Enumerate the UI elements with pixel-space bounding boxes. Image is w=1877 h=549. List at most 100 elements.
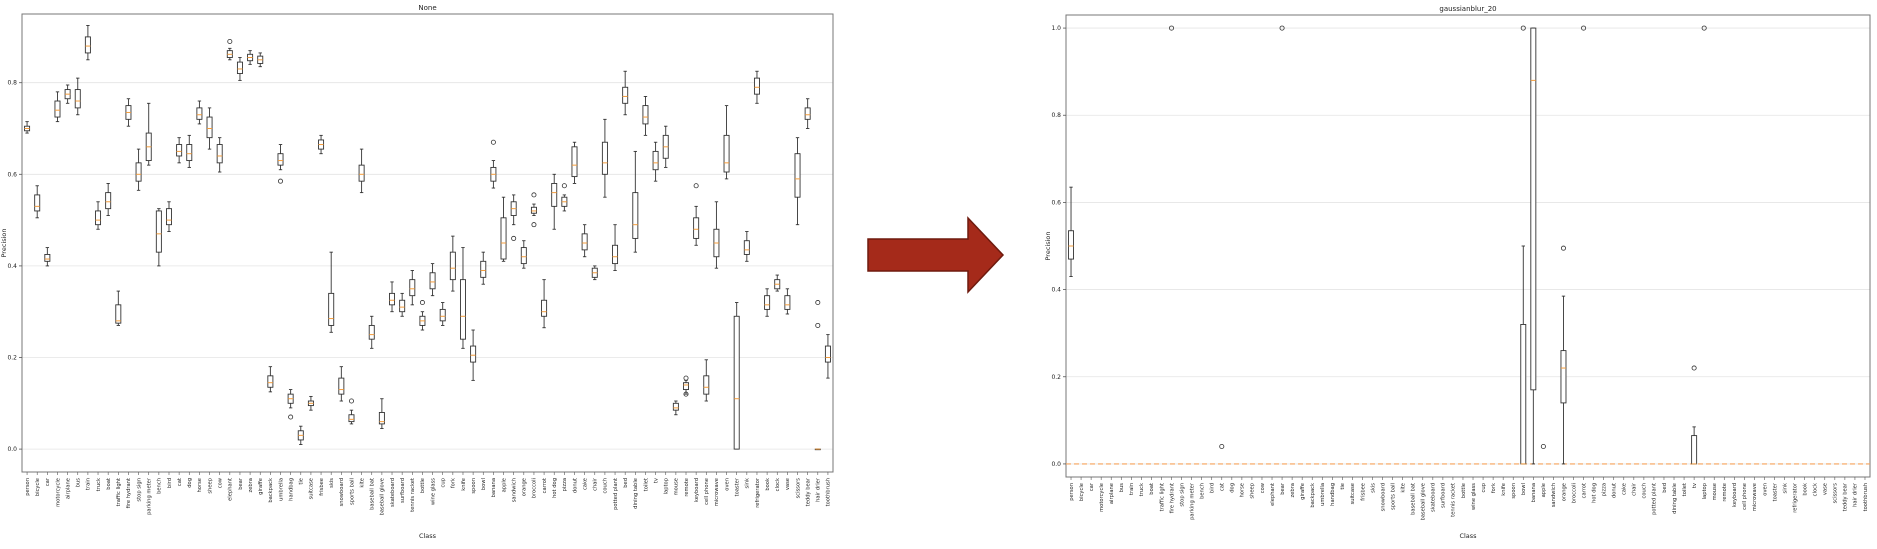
x-tick-label: microwave bbox=[1752, 483, 1758, 511]
x-tick-label: orange bbox=[1561, 483, 1567, 501]
x-tick-label: cup bbox=[441, 477, 447, 487]
x-tick-label: refrigerator bbox=[755, 477, 761, 508]
box bbox=[389, 292, 396, 306]
y-tick-label: 0.0 bbox=[7, 446, 17, 453]
x-tick-label: skateboard bbox=[1431, 483, 1437, 512]
x-tick-label: truck bbox=[96, 478, 102, 491]
x-tick-label: truck bbox=[1139, 483, 1145, 496]
box bbox=[439, 308, 446, 322]
x-tick-label: sheep bbox=[1250, 482, 1256, 498]
outlier-point bbox=[511, 235, 517, 241]
box bbox=[328, 292, 335, 326]
box bbox=[115, 304, 122, 324]
x-tick-label: sports ball bbox=[1390, 483, 1396, 510]
x-tick-label: cell phone bbox=[704, 478, 710, 505]
x-tick-label: laptop bbox=[664, 477, 670, 494]
x-tick-label: toaster bbox=[1772, 482, 1778, 501]
x-tick-label: sink bbox=[745, 478, 751, 488]
y-tick-label: 0.8 bbox=[1051, 112, 1061, 119]
y-axis-label: Precision bbox=[0, 228, 8, 257]
x-tick-label: carrot bbox=[542, 478, 548, 493]
x-tick-label: horse bbox=[197, 478, 203, 493]
x-tick-label: baseball glove bbox=[1421, 483, 1427, 521]
x-tick-label: cake bbox=[1622, 483, 1628, 495]
x-tick-label: suitcase bbox=[1350, 483, 1356, 504]
x-tick-label: cup bbox=[1481, 482, 1487, 492]
outlier-point bbox=[1701, 25, 1707, 31]
x-tick-label: tv bbox=[653, 478, 659, 483]
x-tick-label: suitcase bbox=[309, 478, 315, 499]
outlier-point bbox=[531, 222, 537, 228]
x-tick-label: clock bbox=[775, 478, 781, 491]
x-tick-label: cake bbox=[582, 478, 588, 490]
box bbox=[409, 279, 416, 297]
x-tick-label: fork bbox=[1491, 483, 1497, 493]
y-tick-label: 0.4 bbox=[1051, 287, 1061, 294]
outlier-point bbox=[278, 178, 284, 184]
outlier-point bbox=[531, 192, 537, 198]
x-tick-label: knife bbox=[461, 478, 467, 491]
x-tick-label: laptop bbox=[1702, 482, 1708, 499]
x-tick-label: toothbrush bbox=[826, 478, 832, 506]
x-tick-label: elephant bbox=[228, 478, 234, 501]
x-tick-label: snowboard bbox=[339, 478, 345, 506]
box bbox=[378, 412, 385, 425]
x-tick-label: toaster bbox=[734, 477, 740, 496]
x-tick-label: cat bbox=[1220, 483, 1226, 491]
x-tick-label: donut bbox=[1612, 483, 1618, 498]
x-tick-label: bear bbox=[1280, 482, 1286, 495]
x-tick-label: vase bbox=[1823, 483, 1829, 495]
x-tick-label: kite bbox=[1400, 483, 1406, 493]
x-axis-label: Class bbox=[419, 532, 437, 540]
x-tick-label: sports ball bbox=[349, 478, 355, 505]
x-tick-label: backpack bbox=[268, 478, 274, 503]
x-tick-label: remote bbox=[1722, 483, 1728, 502]
x-tick-label: banana bbox=[1531, 483, 1537, 502]
x-tick-label: airplane bbox=[1109, 483, 1115, 504]
box bbox=[348, 414, 355, 423]
x-tick-label: hair drier bbox=[1853, 482, 1859, 507]
x-tick-label: remote bbox=[684, 478, 690, 497]
outlier-point bbox=[1560, 245, 1566, 251]
box bbox=[166, 208, 172, 226]
x-tick-label: stop sign bbox=[136, 478, 142, 502]
box bbox=[429, 272, 436, 290]
x-tick-label: surfboard bbox=[400, 478, 406, 503]
x-tick-label: book bbox=[1802, 483, 1808, 496]
x-tick-label: bowl bbox=[481, 478, 487, 490]
x-tick-label: bicycle bbox=[35, 478, 41, 496]
x-tick-label: fork bbox=[451, 478, 457, 488]
box bbox=[176, 144, 183, 157]
box bbox=[74, 89, 81, 109]
box bbox=[34, 194, 41, 212]
x-tick-label: dining table bbox=[1672, 483, 1678, 514]
x-tick-label: parking meter bbox=[147, 477, 153, 515]
x-tick-label: oven bbox=[1762, 483, 1768, 496]
x-tick-label: sandwich bbox=[511, 478, 517, 502]
box bbox=[267, 375, 274, 388]
box bbox=[784, 295, 791, 310]
x-tick-label: stop sign bbox=[1179, 483, 1185, 507]
x-tick-label: refrigerator bbox=[1792, 482, 1798, 513]
box bbox=[693, 217, 700, 239]
y-tick-label: 0.6 bbox=[1051, 199, 1061, 206]
x-tick-label: cell phone bbox=[1742, 483, 1748, 510]
x-tick-label: hair drier bbox=[816, 477, 822, 502]
x-tick-label: giraffe bbox=[258, 478, 264, 495]
box bbox=[449, 251, 456, 281]
x-tick-label: scissors bbox=[1833, 483, 1839, 504]
x-tick-label: person bbox=[25, 478, 31, 496]
box bbox=[44, 253, 51, 262]
x-tick-label: mouse bbox=[674, 478, 680, 495]
x-tick-label: train bbox=[86, 478, 92, 490]
box bbox=[358, 164, 365, 182]
x-tick-label: scissors bbox=[795, 478, 801, 499]
box bbox=[1520, 324, 1527, 465]
x-tick-label: wine glass bbox=[1471, 483, 1477, 510]
y-tick-label: 0.4 bbox=[7, 263, 17, 270]
x-tick-label: teddy bear bbox=[1843, 482, 1849, 511]
box bbox=[95, 210, 102, 226]
chart-gaussianblur-20: gaussianblur_20 Precision Class 0.0 0.2 0.4 0.… bbox=[1044, 5, 1871, 540]
x-tick-label: umbrella bbox=[1320, 483, 1326, 506]
x-tick-label: bird bbox=[1210, 483, 1216, 493]
